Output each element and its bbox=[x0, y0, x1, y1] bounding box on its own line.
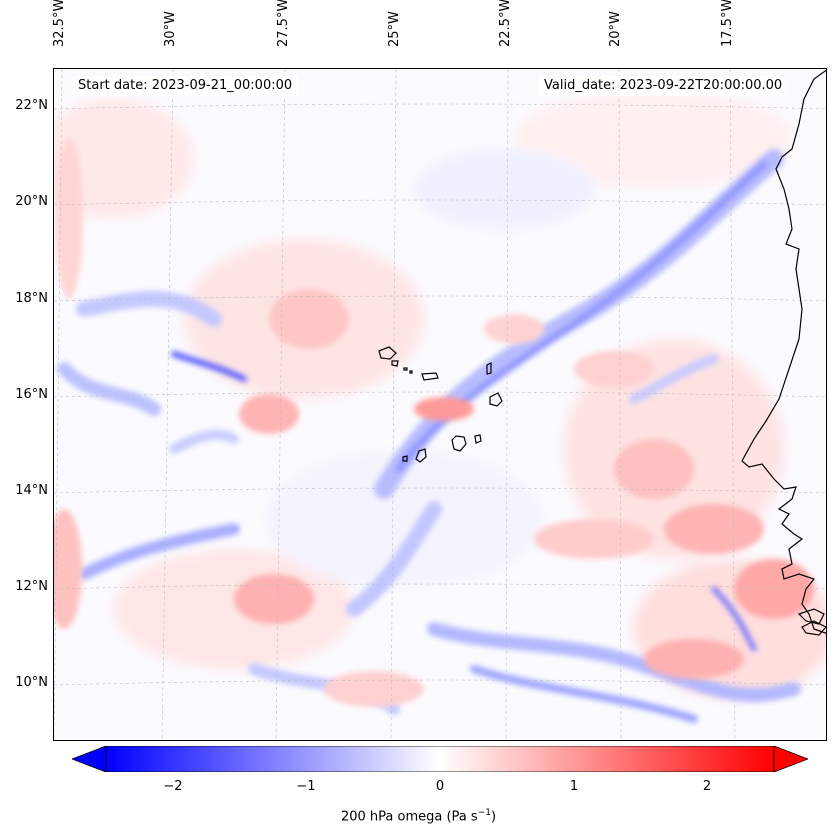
omega-field bbox=[54, 69, 826, 740]
lat-label: 20°N bbox=[15, 194, 48, 209]
lon-label: 32.5°W bbox=[52, 0, 67, 47]
red-patches bbox=[54, 139, 814, 707]
lat-label: 22°N bbox=[15, 98, 48, 113]
colorbar-label: 200 hPa omega (Pa s−1) bbox=[340, 808, 497, 825]
colorbar-tick-label: −2 bbox=[163, 779, 183, 794]
lat-label: 16°N bbox=[15, 387, 48, 402]
coastline bbox=[741, 69, 826, 636]
lon-label: 25°W bbox=[387, 11, 402, 47]
colorbar bbox=[72, 746, 808, 772]
lat-label: 12°N bbox=[15, 579, 48, 594]
cape-verde-islands bbox=[378, 346, 503, 463]
lat-label: 14°N bbox=[15, 483, 48, 498]
lat-label: 10°N bbox=[15, 675, 48, 690]
colorbar-tick-label: 1 bbox=[569, 779, 579, 794]
gridlines bbox=[54, 69, 826, 740]
valid-date-label: Valid_date: 2023-09-22T20:00:00.00 bbox=[538, 76, 789, 96]
colorbar-tick-label: 0 bbox=[435, 779, 445, 794]
omega-map-panel bbox=[53, 68, 827, 741]
lon-label: 22.5°W bbox=[498, 0, 513, 47]
start-date-label: Start date: 2023-09-21_00:00:00 bbox=[72, 76, 299, 96]
colorbar-tick-label: 2 bbox=[702, 779, 712, 794]
lon-label: 17.5°W bbox=[720, 0, 735, 47]
lat-label: 18°N bbox=[15, 291, 48, 306]
lon-label: 20°W bbox=[608, 11, 623, 47]
colorbar-tick-label: −1 bbox=[296, 779, 316, 794]
lon-label: 27.5°W bbox=[276, 0, 291, 47]
lon-label: 30°W bbox=[163, 11, 178, 47]
